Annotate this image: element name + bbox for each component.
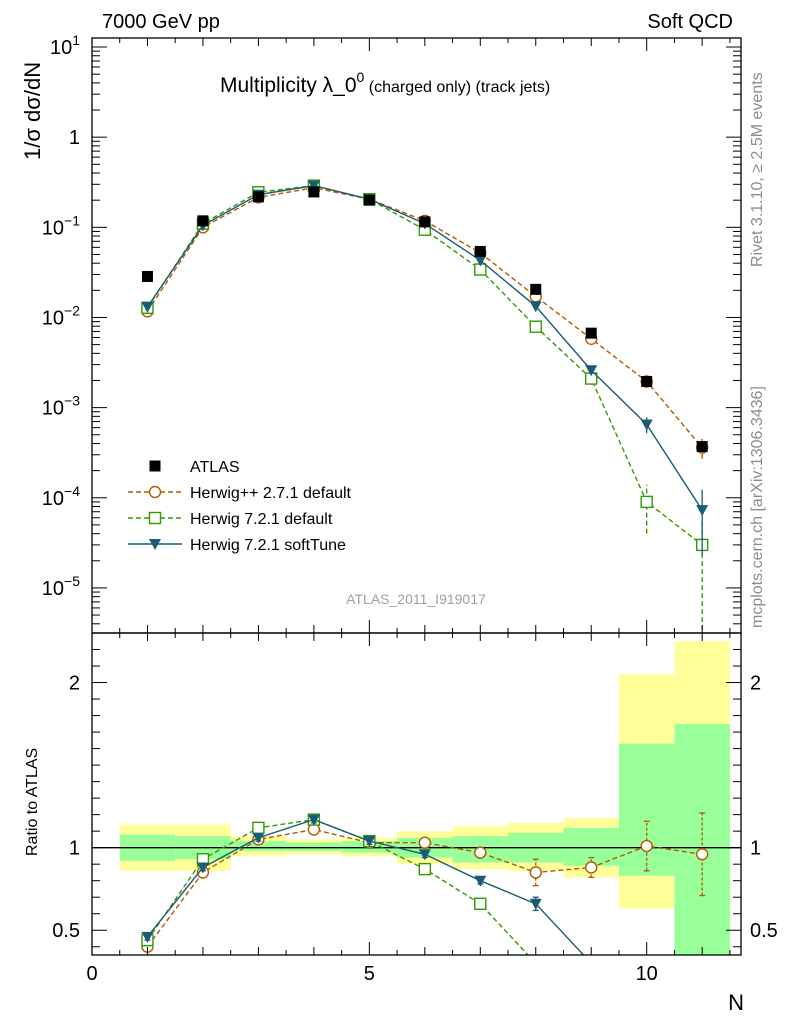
- main-y-axis-label: 1/σ dσ/dN: [20, 62, 45, 160]
- tick-base: 1: [69, 127, 80, 149]
- x-tick-label: 5: [364, 963, 375, 985]
- tick-exponent: 1: [72, 32, 80, 48]
- tick-base: 10: [42, 488, 64, 510]
- tick-base: 10: [42, 398, 64, 420]
- chart-title-superscript: 0: [357, 69, 365, 85]
- header-left-label: 7000 GeV pp: [102, 11, 220, 33]
- legend-label: Herwig 7.2.1 default: [190, 511, 333, 528]
- tick-base: 10: [42, 217, 64, 239]
- uncertainty-band-inner: [618, 743, 675, 876]
- series-point-1: [640, 495, 653, 509]
- series-point-1: [529, 320, 542, 333]
- ratio-y-axis-label: Ratio to ATLAS: [24, 748, 41, 856]
- tick-exponent: −1: [64, 212, 80, 228]
- rivet-version-label: Rivet 3.1.10, ≥ 2.5M events: [749, 72, 766, 267]
- chart-title-main: Multiplicity λ_0: [220, 74, 357, 97]
- atlas-data-point: [419, 216, 431, 228]
- ratio-point-1: [252, 821, 265, 835]
- ratio-y-tick-label-right: 2: [750, 673, 761, 695]
- tick-exponent: −5: [64, 573, 80, 589]
- ratio-point-2: [474, 875, 487, 887]
- ratio-y-tick-label-left: 1: [69, 838, 80, 860]
- series-point-2: [585, 365, 598, 377]
- x-tick-label: 10: [636, 963, 658, 985]
- tick-base: 10: [42, 307, 64, 329]
- chart-title-suffix: (charged only) (track jets): [364, 79, 550, 96]
- ratio-point-2: [418, 849, 431, 861]
- main-y-tick-label: 1: [69, 127, 80, 149]
- atlas-data-point: [585, 327, 597, 339]
- tick-exponent: −4: [64, 483, 80, 499]
- ratio-plot-frame: [91, 632, 742, 956]
- uncertainty-band-inner: [286, 842, 342, 851]
- atlas-data-point: [141, 270, 153, 282]
- main-y-tick-label: 10−4: [42, 483, 80, 510]
- tick-base: 10: [50, 37, 72, 59]
- tick-exponent: −3: [64, 393, 80, 409]
- atlas-data-point: [363, 194, 375, 206]
- ratio-point-2: [252, 832, 265, 844]
- ratio-point-0: [418, 836, 432, 849]
- ratio-point-2: [196, 862, 209, 874]
- ratio-y-tick-label-right: 1: [750, 838, 761, 860]
- ratio-y-tick-label-right: 0.5: [750, 920, 778, 942]
- legend-marker: [149, 460, 161, 472]
- tick-exponent: −2: [64, 302, 80, 318]
- atlas-data-point: [474, 245, 486, 257]
- ratio-y-tick-label-left: 0.5: [52, 920, 80, 942]
- ratio-line-0: [146, 828, 703, 948]
- legend-label: ATLAS: [190, 459, 240, 476]
- analysis-watermark: ATLAS_2011_I919017: [346, 591, 486, 607]
- series-point-2: [640, 419, 653, 431]
- atlas-data-point: [530, 283, 542, 295]
- series-point-2: [307, 180, 320, 192]
- series-point-2: [696, 505, 709, 517]
- ratio-point-0: [640, 839, 653, 853]
- ratio-point-0: [474, 846, 487, 859]
- legend-marker: [148, 511, 162, 525]
- atlas-data-point: [641, 375, 653, 387]
- main-y-tick-label: 10−1: [42, 212, 80, 239]
- ratio-point-1: [474, 897, 487, 911]
- ratio-point-2: [141, 931, 154, 943]
- main-y-tick-label: 10−3: [42, 393, 80, 420]
- ratio-point-1: [418, 862, 432, 876]
- ratio-point-2: [529, 898, 542, 910]
- legend-label: Herwig++ 2.7.1 default: [190, 485, 352, 502]
- ratio-point-2: [307, 814, 320, 826]
- series-point-2: [474, 255, 487, 267]
- legend-marker: [148, 485, 162, 499]
- tick-base: 10: [42, 578, 64, 600]
- atlas-data-point: [696, 441, 708, 453]
- atlas-data-point: [252, 191, 264, 203]
- ratio-point-0: [529, 866, 542, 879]
- series-point-2: [141, 301, 154, 313]
- chart-title: Multiplicity λ_00 (charged only) (track …: [220, 69, 550, 97]
- legend-marker: [149, 539, 161, 550]
- header-right-label: Soft QCD: [647, 11, 733, 33]
- atlas-data-point: [197, 215, 209, 227]
- atlas-data-point: [308, 186, 320, 198]
- legend-label: Herwig 7.2.1 softTune: [190, 537, 346, 554]
- ratio-point-0: [585, 861, 598, 874]
- uncertainty-band-inner: [230, 841, 287, 851]
- x-tick-label: 0: [86, 963, 97, 985]
- main-y-tick-label: 10−5: [42, 573, 80, 600]
- ratio-y-tick-label-left: 2: [69, 673, 80, 695]
- series-point-2: [529, 301, 542, 313]
- ratio-point-0: [695, 848, 709, 861]
- mcplots-reference-label: mcplots.cern.ch [arXiv:1306.3436]: [749, 386, 766, 628]
- main-y-tick-label: 10−2: [42, 302, 80, 329]
- x-axis-label: N: [728, 990, 744, 1015]
- ratio-point-2: [363, 836, 376, 848]
- main-y-tick-label: 101: [50, 32, 80, 59]
